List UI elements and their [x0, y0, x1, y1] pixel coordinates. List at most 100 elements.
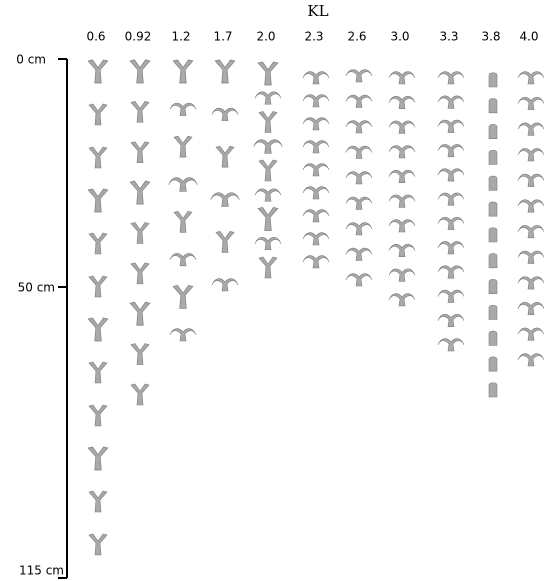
- specimen: [388, 169, 416, 183]
- specimen: [517, 173, 545, 187]
- specimen-column: [210, 59, 240, 292]
- specimen: [388, 194, 416, 208]
- specimen: [345, 94, 373, 108]
- specimen: [88, 404, 108, 427]
- axis-label: 50 cm: [18, 281, 55, 295]
- specimen: [88, 232, 108, 255]
- specimen: [130, 383, 150, 406]
- specimen: [302, 232, 330, 246]
- specimen: [302, 71, 330, 85]
- specimen: [517, 225, 545, 239]
- column-label: 2.3: [304, 30, 323, 44]
- specimen: [214, 59, 236, 84]
- specimen: [210, 192, 240, 207]
- specimen: [437, 95, 465, 109]
- specimen: [169, 253, 197, 267]
- specimen: [173, 135, 193, 158]
- specimen: [488, 98, 498, 114]
- specimen: [302, 117, 330, 131]
- specimen: [345, 69, 373, 83]
- specimen: [87, 317, 109, 342]
- column-label: 4.0: [519, 30, 538, 44]
- column-label: 0.6: [86, 30, 105, 44]
- specimen: [87, 446, 109, 471]
- specimen: [388, 145, 416, 159]
- specimen: [254, 188, 282, 202]
- specimen: [302, 255, 330, 269]
- specimen: [169, 328, 197, 342]
- specimen: [517, 71, 545, 85]
- specimen: [129, 59, 151, 84]
- specimen: [345, 247, 373, 261]
- specimen: [517, 122, 545, 136]
- specimen: [488, 72, 498, 88]
- specimen: [87, 188, 109, 213]
- specimen: [302, 209, 330, 223]
- specimen: [488, 382, 498, 398]
- specimen: [87, 59, 109, 84]
- specimen: [130, 141, 150, 164]
- axis-label: 0 cm: [16, 53, 46, 67]
- specimen: [517, 148, 545, 162]
- specimen: [345, 120, 373, 134]
- specimen: [302, 186, 330, 200]
- specimen: [488, 201, 498, 217]
- specimen: [173, 210, 193, 233]
- specimen-column: [345, 69, 373, 287]
- specimen: [211, 107, 239, 121]
- specimen: [488, 279, 498, 294]
- specimen: [302, 94, 330, 108]
- specimen: [130, 101, 150, 123]
- specimen-column: [87, 59, 109, 556]
- specimen: [258, 159, 278, 182]
- specimen: [257, 61, 279, 86]
- specimen: [388, 293, 416, 307]
- specimen: [129, 180, 151, 205]
- specimen: [488, 149, 498, 165]
- specimen: [130, 222, 150, 244]
- specimen-column: [488, 72, 498, 398]
- specimen: [517, 327, 545, 341]
- column-label: 1.2: [171, 30, 190, 44]
- specimen: [517, 353, 545, 367]
- specimen: [168, 177, 198, 192]
- specimen: [258, 256, 278, 279]
- specimen: [172, 59, 194, 84]
- specimen: [437, 168, 465, 182]
- specimen: [388, 95, 416, 109]
- specimen: [345, 196, 373, 210]
- specimen: [388, 71, 416, 85]
- specimen: [254, 91, 282, 105]
- specimen: [488, 175, 498, 191]
- axis-label: 115 cm: [19, 564, 64, 578]
- specimen: [129, 301, 151, 326]
- specimen: [488, 124, 498, 139]
- specimen: [257, 207, 279, 231]
- specimen: [302, 140, 330, 154]
- specimen: [437, 144, 465, 158]
- specimen: [253, 139, 283, 154]
- specimen: [88, 361, 108, 384]
- column-label: 0.92: [125, 30, 152, 44]
- specimen: [488, 356, 498, 372]
- columns: 0.6 0.92 1.2 1.7 2.0 2.3 2.6 3.0 3.3 3.8 4.0: [86, 30, 545, 556]
- specimen: [437, 265, 465, 279]
- specimen: [388, 268, 416, 282]
- specimen: [130, 343, 150, 365]
- specimen: [488, 227, 498, 243]
- specimen: [437, 289, 465, 303]
- specimen: [517, 250, 545, 264]
- specimen: [254, 237, 282, 251]
- specimen: [172, 284, 194, 309]
- specimen: [88, 533, 108, 556]
- specimen-column: [437, 71, 465, 352]
- specimen: [517, 276, 545, 290]
- specimen: [388, 120, 416, 134]
- column-label: 3.0: [390, 30, 409, 44]
- specimen: [345, 171, 373, 185]
- axis: 0 cm 50 cm 115 cm: [16, 53, 68, 579]
- specimen: [488, 330, 498, 346]
- specimen: [437, 71, 465, 85]
- specimen-column: [388, 71, 416, 307]
